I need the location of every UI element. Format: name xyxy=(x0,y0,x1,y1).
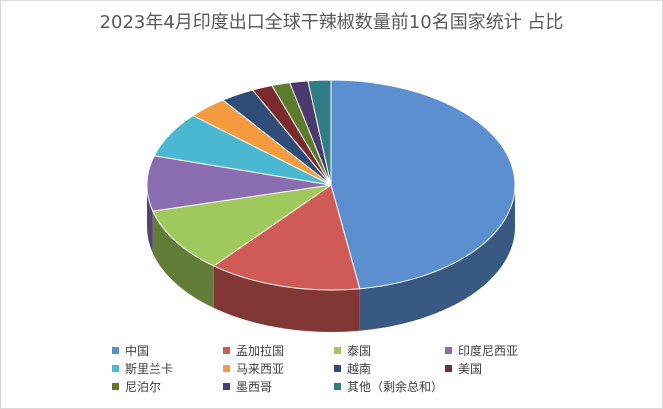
pie-slice-3 xyxy=(146,155,332,212)
legend-swatch xyxy=(445,365,452,372)
legend-label: 印度尼西亚 xyxy=(458,344,519,358)
legend-swatch xyxy=(445,347,452,354)
pie-side-0 xyxy=(359,185,515,331)
legend-label: 中国 xyxy=(125,344,150,358)
legend-swatch xyxy=(223,365,230,372)
legend-item: 泰国 xyxy=(334,343,371,359)
legend-item: 墨西哥 xyxy=(223,379,272,395)
pie-slice-1 xyxy=(212,184,361,291)
legend-label: 马来西亚 xyxy=(236,362,285,376)
legend-label: 泰国 xyxy=(347,344,372,358)
legend-item: 尼泊尔 xyxy=(112,379,161,395)
legend-label: 斯里兰卡 xyxy=(125,362,174,376)
legend-item: 印度尼西亚 xyxy=(445,343,518,359)
legend-item: 孟加拉国 xyxy=(223,343,284,359)
legend-swatch xyxy=(334,365,341,372)
legend-swatch xyxy=(334,347,341,354)
legend-label: 尼泊尔 xyxy=(125,380,162,394)
legend-label: 美国 xyxy=(458,362,483,376)
chart-title: 2023年4月印度出口全球干辣椒数量前10名国家统计 占比 xyxy=(99,12,564,33)
legend-label: 越南 xyxy=(347,362,372,376)
legend-item: 马来西亚 xyxy=(223,361,284,377)
legend-item: 斯里兰卡 xyxy=(112,361,173,377)
legend-swatch xyxy=(223,383,230,390)
legend-swatch xyxy=(334,383,341,390)
legend-swatch xyxy=(112,383,119,390)
legend-swatch xyxy=(112,347,119,354)
pie-slice-2 xyxy=(152,184,332,267)
legend-label: 墨西哥 xyxy=(236,380,273,394)
pie-side-1 xyxy=(213,265,360,332)
legend-item: 其他（剩余总和） xyxy=(334,379,443,395)
legend-item: 越南 xyxy=(334,361,371,377)
legend-swatch xyxy=(223,347,230,354)
legend-label: 孟加拉国 xyxy=(236,344,285,358)
legend-item: 美国 xyxy=(445,361,482,377)
pie-side-3 xyxy=(147,185,153,254)
legend-item: 中国 xyxy=(112,343,149,359)
pie-slice-0 xyxy=(330,79,516,290)
pie-slice-10 xyxy=(307,79,332,186)
legend-label: 其他（剩余总和） xyxy=(347,380,444,394)
pie-side-2 xyxy=(152,211,214,308)
legend-swatch xyxy=(112,365,119,372)
